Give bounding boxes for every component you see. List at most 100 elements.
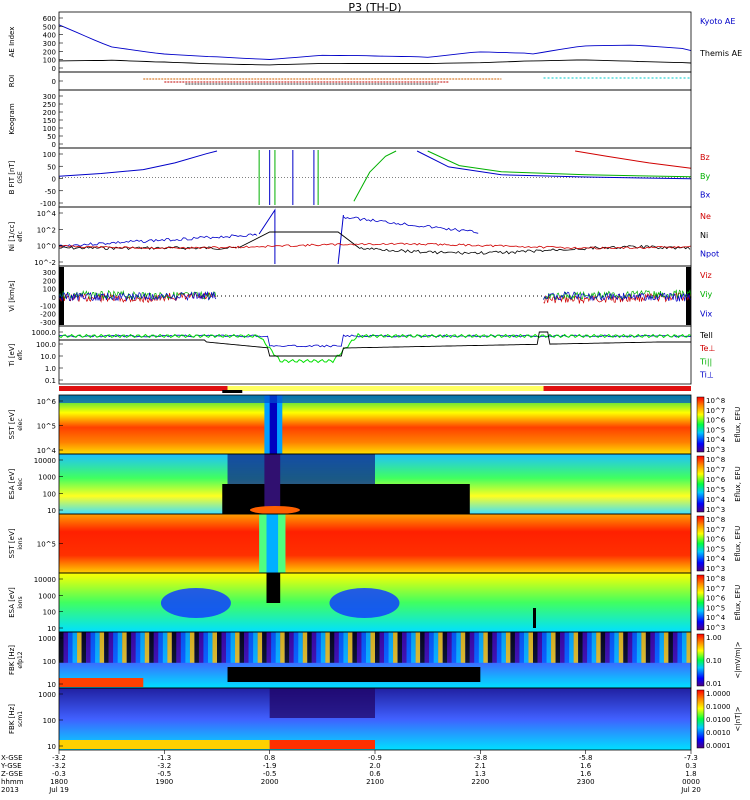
velocity-tick-label: -100 [40, 302, 56, 310]
fbk-e-column [668, 632, 673, 663]
xaxis-tick-label: -3.2 [157, 762, 171, 770]
xaxis-tick-label: 1800 [50, 778, 68, 786]
density-tick-label: 10^2 [37, 226, 56, 234]
spec3-colorbar-label: Eflux, EFU [734, 526, 742, 561]
fbk-e-column [505, 632, 511, 663]
fbk-e-column [356, 632, 362, 663]
temp-frame [58, 325, 692, 385]
fbk_e-tick-label: 1000 [38, 635, 56, 643]
esa-i-blob [329, 588, 400, 618]
velocity-tick-label: 300 [43, 269, 56, 277]
plot-title: P3 (TH-D) [348, 1, 402, 14]
fbk-e-column [198, 632, 204, 663]
fbk-e-column [438, 632, 443, 663]
npot-line [343, 216, 479, 234]
fbk-e-column [654, 632, 660, 663]
npot-line [337, 214, 344, 265]
xaxis-tick-label: -5.8 [579, 754, 593, 762]
density-legend-2: Npot [700, 250, 719, 259]
fbk-e-column [117, 632, 123, 663]
fbk-e-column [465, 632, 470, 663]
fbk_e-ylabel: FBK [Hz] [8, 645, 16, 675]
bfit-tick-label: -100 [40, 200, 56, 208]
spec2-colorbar-tick: 10^5 [706, 486, 725, 494]
spec4-colorbar-tick: 10^7 [706, 585, 725, 593]
keogram-tick-label: 150 [43, 117, 56, 125]
fbk-e-column [501, 632, 506, 663]
fbk-e-column [384, 632, 389, 663]
fbk-e-column [496, 632, 502, 663]
spec_top-colorbar-frame [696, 396, 705, 453]
fbk-e-column [514, 632, 520, 663]
fbk-e-column [280, 632, 285, 663]
xaxis-tick-label: 1.6 [580, 762, 592, 770]
fbk-e-column [131, 632, 136, 663]
xaxis-tick-label: 1900 [155, 778, 173, 786]
fbk-e-column [519, 632, 524, 663]
esa_e-tick-label: 1000 [38, 474, 56, 482]
fbk-e-column [72, 632, 78, 663]
fbk-e-column [573, 632, 579, 663]
spec3-colorbar [697, 516, 704, 571]
fbk-e-column [456, 632, 461, 663]
fbk-e-column [176, 632, 181, 663]
fbk-e-column [569, 632, 574, 663]
xaxis-tick-label: 1.8 [685, 770, 696, 778]
fbk-e-column [560, 632, 565, 663]
bx-line [58, 150, 218, 177]
xaxis-tick-label: 1.6 [580, 770, 592, 778]
xaxis-tick-label: -0.5 [157, 770, 171, 778]
spec2-colorbar-tick: 10^7 [706, 466, 725, 474]
velocity-series-0 [58, 292, 217, 304]
bfit-tick-label: 50 [47, 163, 56, 171]
npot-line [58, 233, 258, 248]
fbk-e-column [95, 632, 100, 663]
fbk-e-column [81, 632, 87, 663]
sst_e-ylabel: SST [eV] [8, 409, 16, 439]
xaxis-tick-label: Jul 19 [48, 786, 69, 794]
spec4-colorbar-tick: 10^4 [706, 614, 726, 622]
spec2-colorbar-label: Eflux, EFU [734, 466, 742, 501]
xaxis-tick-label: 2100 [366, 778, 384, 786]
keogram-tick-label: 100 [43, 125, 56, 133]
fbk-e-column [402, 632, 407, 663]
esa-i-spike [533, 608, 536, 628]
fbk-e-column [329, 632, 335, 663]
fbk-e-column [271, 632, 276, 663]
fbk-e-column [334, 632, 339, 663]
sst_i-tick-label: 10^5 [37, 541, 56, 549]
fbk-e-column [393, 632, 398, 663]
xaxis-row-label: hhmm [1, 778, 24, 786]
density-sublabel: eflc [17, 231, 24, 242]
esa_i-tick-label: 100 [43, 609, 56, 617]
fbk-e-column [546, 632, 552, 663]
fbk_b-tick-label: 100 [43, 717, 56, 725]
sst_i-ylabel: SST [eV] [8, 528, 16, 558]
fbk-e-column [528, 632, 533, 663]
fbk-e-column [361, 632, 366, 663]
fbk-e-column [59, 632, 64, 663]
temp-tick-label: 1.0 [45, 365, 56, 373]
spec3-colorbar-tick: 10^7 [706, 526, 725, 534]
velocity-legend-0: Viz [700, 271, 712, 280]
bz-line [575, 150, 692, 169]
fbk-e-column [672, 632, 678, 663]
fbk-e-column [185, 632, 190, 663]
fbk_e-colorbar-frame [696, 633, 705, 687]
fbk-e-column [551, 632, 556, 663]
esa_i-sublabel: ions [17, 596, 24, 608]
spec2-colorbar-tick: 10^4 [706, 496, 726, 504]
temp-tick-label: 0.1 [45, 377, 56, 385]
spec_top-colorbar-tick: 10^4 [706, 436, 726, 444]
sst-i-lobe [266, 514, 279, 573]
fbk-e-column [442, 632, 448, 663]
fbk-e-column [122, 632, 127, 663]
fbk-e-column [587, 632, 592, 663]
density-tick-label: 10^4 [37, 210, 57, 218]
fbk-e-column [614, 632, 619, 663]
xaxis-tick-label: -0.3 [52, 770, 66, 778]
fbk-e-column [302, 632, 308, 663]
fbk-e-column [591, 632, 597, 663]
density-tick-label: 10^0 [37, 243, 56, 251]
